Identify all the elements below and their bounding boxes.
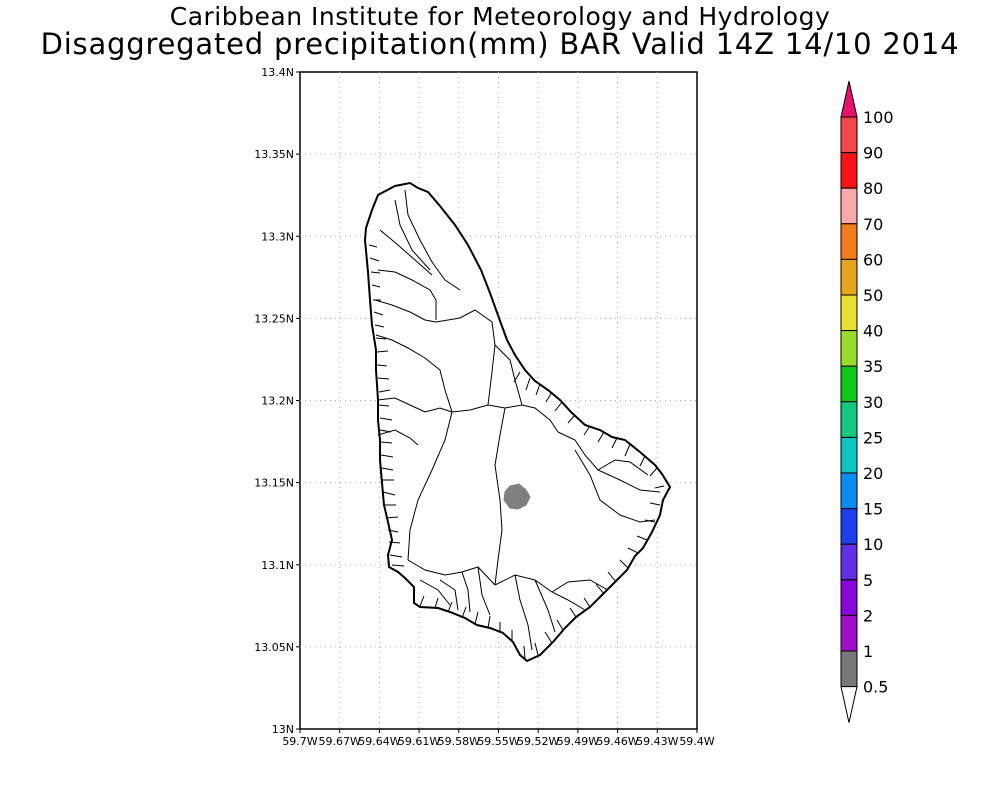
colorbar-label: 10 [863,535,883,554]
coast-hatching-west [368,244,405,567]
colorbar-swatch [840,365,858,403]
colorbar-swatch [840,258,858,296]
lon-tick-label: 59.46W [596,735,638,748]
lon-tick-label: 59.43W [636,735,678,748]
watershed-boundaries [374,189,661,651]
colorbar-label: 100 [863,108,894,127]
colorbar-label: 15 [863,500,883,519]
colorbar-label: 60 [863,250,883,269]
colorbar-label: 25 [863,428,883,447]
lon-tick-label: 59.7W [282,735,317,748]
colorbar-swatch [840,579,858,616]
colorbar-swatch [840,294,858,332]
colorbar-label: 80 [863,179,883,198]
colorbar-swatch [840,330,858,367]
lon-tick-label: 59.55W [477,735,519,748]
lon-tick-label: 59.67W [319,735,361,748]
barbados-coastline [363,181,672,663]
colorbar-swatch [840,472,858,510]
colorbar-swatch [840,650,858,688]
precip-colorbar: 100 90 80 70 60 50 40 35 30 25 20 15 10 5 2 1 0.5 [840,80,894,723]
latitude-tick-labels: 13.4N 13.35N 13.3N 13.25N 13.2N 13.15N 13.1N 13… [254,66,300,736]
lat-tick-label: 13.4N [261,66,294,79]
title-line-2: Disaggregated precipitation(mm) BAR Vali… [40,27,960,61]
lat-tick-label: 13.35N [254,148,294,161]
colorbar-swatch [840,614,858,652]
colorbar-label: 2 [863,606,873,625]
colorbar-swatch [840,152,858,189]
colorbar-label: 35 [863,357,883,376]
precip-area-0.5-1mm [503,483,531,510]
colorbar-underflow-triangle [840,686,858,723]
coast-hatching-east [419,371,665,659]
lat-tick-label: 13N [272,723,294,736]
lat-tick-label: 13.15N [254,477,294,490]
colorbar-label: 20 [863,464,883,483]
colorbar-label: 1 [863,642,873,661]
longitude-tick-labels: 59.7W 59.67W59.64W59.61W59.58W59.55W59.52… [282,729,715,748]
colorbar-label: 40 [863,322,883,341]
lon-tick-label: 59.49W [557,735,599,748]
lon-tick-label: 59.58W [438,735,480,748]
colorbar-swatch [840,223,858,260]
colorbar-swatch [840,543,858,581]
lat-tick-label: 13.3N [261,230,294,243]
colorbar-label: 50 [863,286,883,305]
title-line-1: Caribbean Institute for Meteorology and … [169,2,831,31]
lon-tick-label: 59.64W [358,735,400,748]
lat-tick-label: 13.05N [254,641,294,654]
colorbar-label: 30 [863,393,883,412]
colorbar-label: 70 [863,215,883,234]
lat-tick-label: 13.2N [261,395,294,408]
colorbar-overflow-triangle [840,80,858,118]
lon-tick-label: 59.52W [517,735,559,748]
colorbar-swatch [840,436,858,474]
lon-tick-label: 59.4W [679,735,714,748]
colorbar-swatch [840,187,858,225]
colorbar-swatch [840,116,858,154]
colorbar-label: 90 [863,144,883,163]
lat-tick-label: 13.25N [254,312,294,325]
lat-tick-label: 13.1N [261,559,294,572]
colorbar-label: 0.5 [863,678,888,697]
lon-tick-label: 59.61W [398,735,440,748]
colorbar-swatch [840,401,858,438]
colorbar-label: 5 [863,571,873,590]
colorbar-swatch [840,508,858,545]
